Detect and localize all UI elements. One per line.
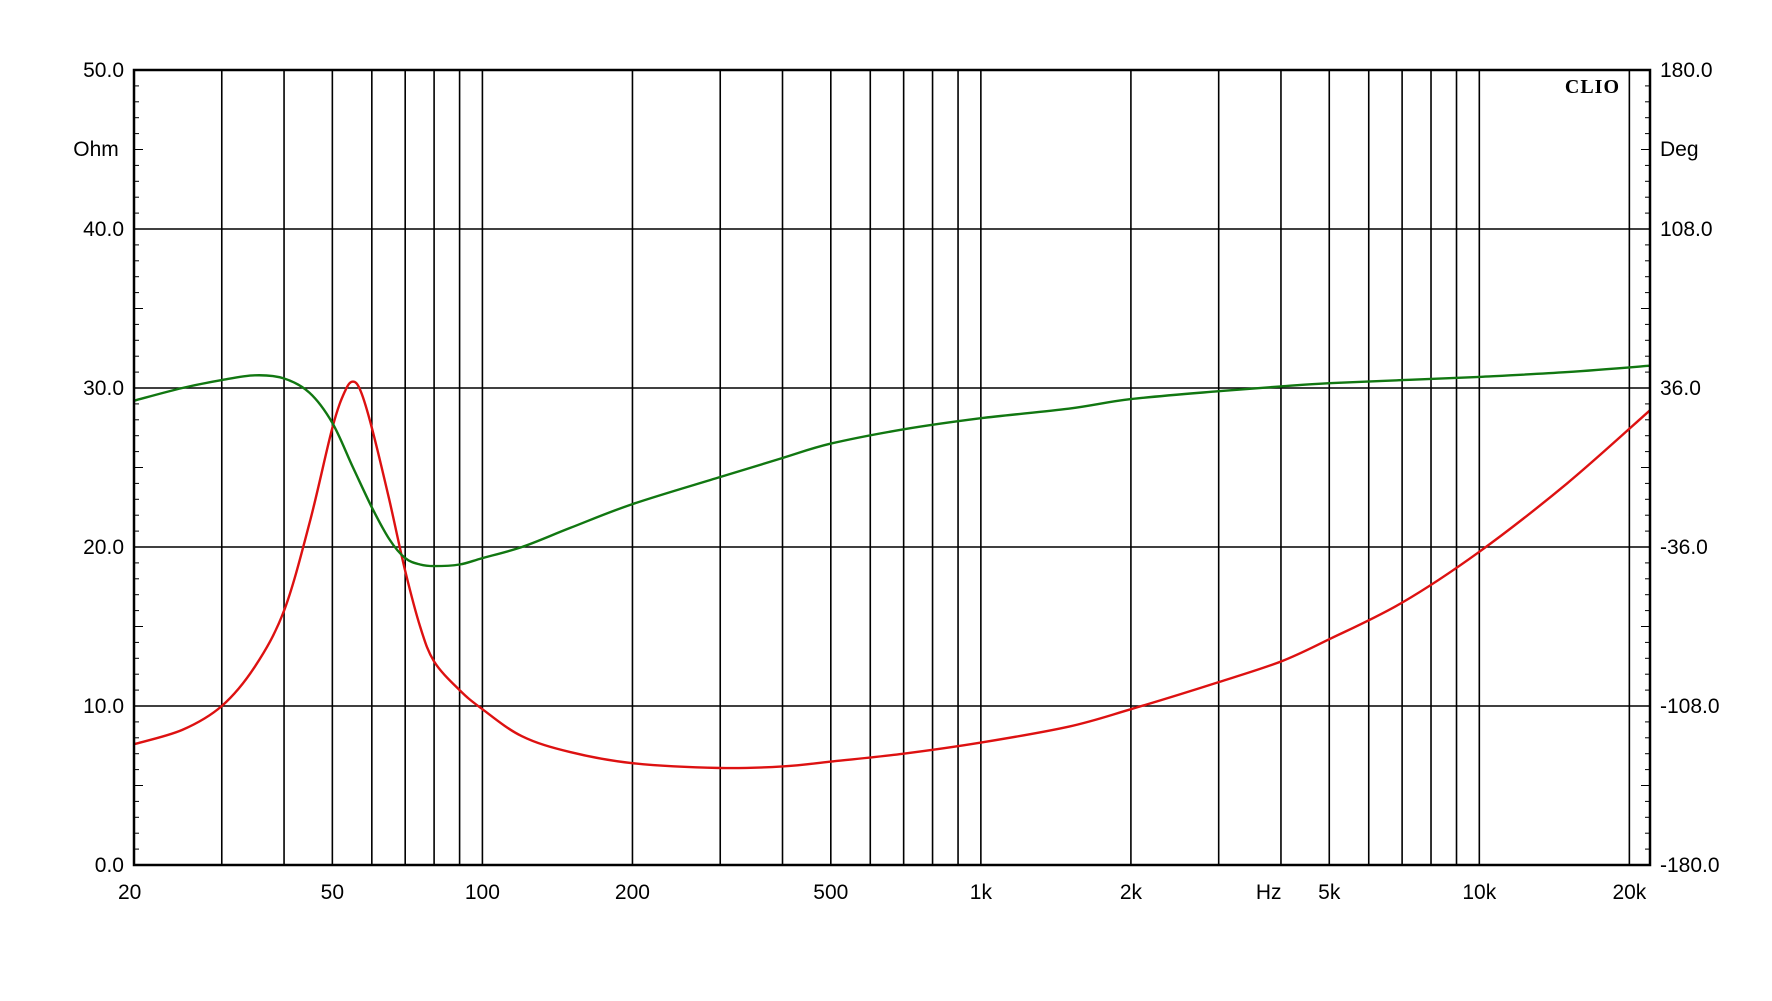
x-tick-label: 500 (813, 881, 848, 904)
left-axis-unit: Ohm (73, 138, 119, 161)
right-tick-label: 36.0 (1660, 377, 1701, 400)
left-tick-label: 20.0 (83, 536, 124, 559)
phase-curve-green (133, 364, 1651, 568)
left-tick-label: 30.0 (83, 377, 124, 400)
x-tick-label: 100 (465, 881, 500, 904)
grid (134, 69, 1650, 866)
axis-labels: 0.0 10.0 20.0 30.0 40.0 50.0 -180.0 -108.0 -36.0… (83, 59, 1719, 904)
plot-frame (132, 68, 1652, 867)
right-tick-label: -180.0 (1660, 854, 1720, 877)
x-tick-label: 5k (1318, 881, 1341, 904)
x-tick-label: 10k (1462, 881, 1496, 904)
left-tick-label: 10.0 (83, 695, 124, 718)
x-tick-label: 1k (970, 881, 993, 904)
minor-ticks (134, 69, 1650, 866)
right-tick-label: -36.0 (1660, 536, 1708, 559)
left-tick-label: 50.0 (83, 59, 124, 82)
left-tick-label: 40.0 (83, 218, 124, 241)
right-tick-label: 108.0 (1660, 218, 1713, 241)
series-layer (133, 364, 1651, 770)
x-tick-label: 20 (118, 881, 141, 904)
right-axis-unit: Deg (1660, 138, 1699, 161)
right-tick-label: -108.0 (1660, 695, 1720, 718)
impedance-curve-red (133, 380, 1651, 770)
x-tick-label: 200 (615, 881, 650, 904)
x-tick-label: 50 (321, 881, 344, 904)
left-tick-label: 0.0 (95, 854, 124, 877)
brand-logo-text: CLIO (1565, 76, 1620, 98)
x-axis-unit: Hz (1256, 881, 1282, 904)
right-tick-label: 180.0 (1660, 59, 1713, 82)
x-tick-label: 2k (1120, 881, 1143, 904)
x-tick-label: 20k (1612, 881, 1646, 904)
